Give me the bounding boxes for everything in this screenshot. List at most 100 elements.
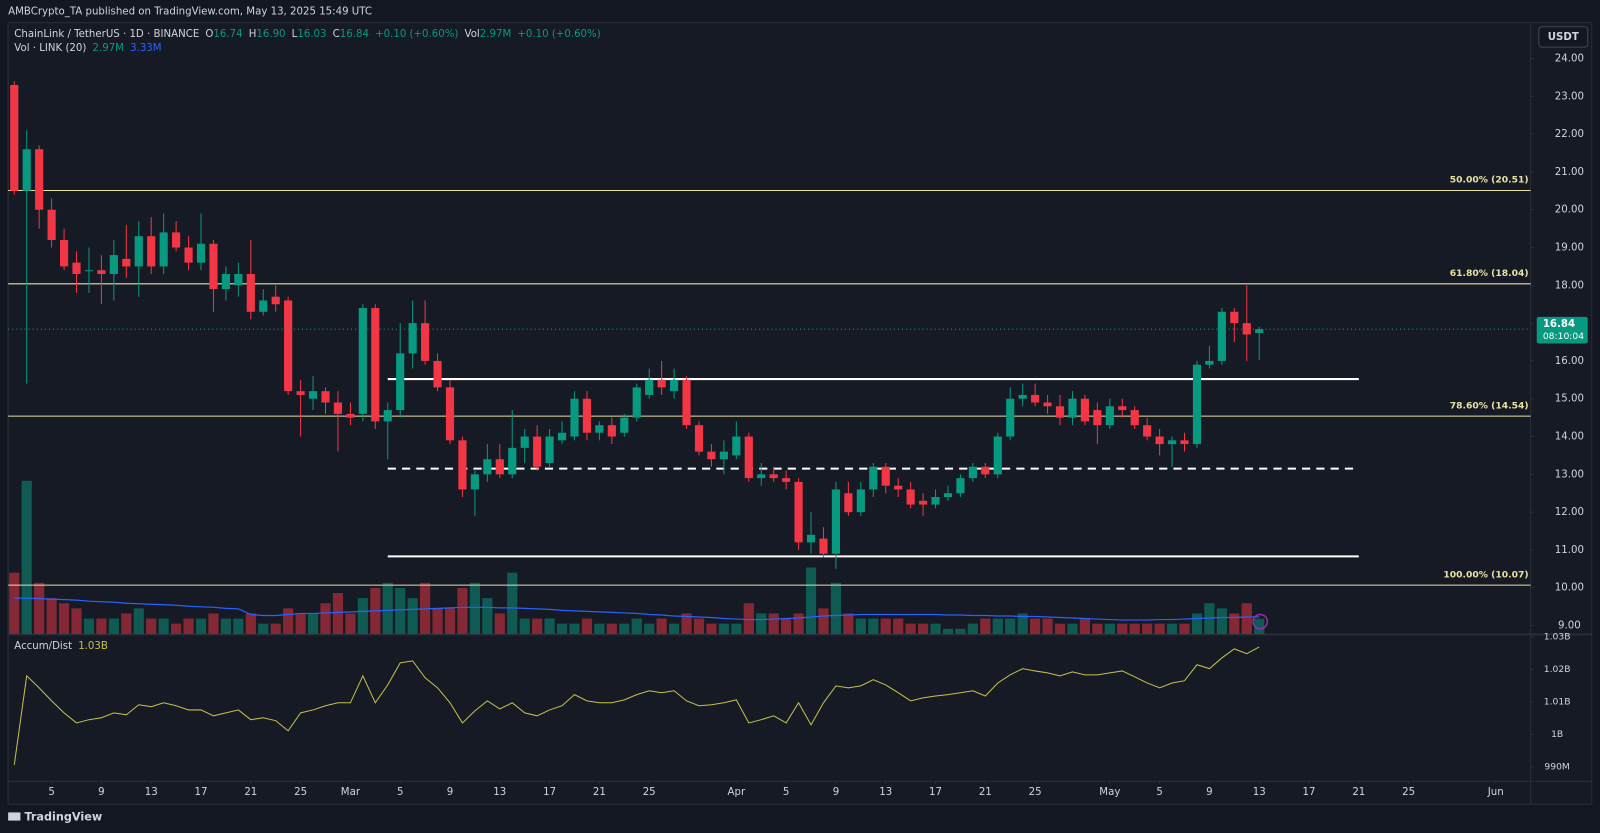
volume-bar — [332, 593, 344, 634]
volume-bar — [594, 623, 605, 634]
candle-body — [1093, 410, 1102, 426]
currency-label: USDT — [1548, 32, 1579, 43]
candle-body — [72, 262, 81, 274]
currency-button[interactable] — [1538, 26, 1589, 48]
ad-value: 1.03B — [78, 641, 108, 652]
legend-value: +0.10 (+0.60%) — [517, 29, 600, 40]
volume-bar — [1229, 613, 1240, 634]
x-tick-label: 13 — [879, 787, 892, 798]
candle-body — [943, 493, 953, 498]
y-tick-label: 1.02B — [1544, 664, 1571, 675]
candle-body — [445, 387, 455, 441]
x-tick-label: 9 — [833, 787, 839, 798]
candle-body — [981, 466, 990, 475]
candle-body — [196, 243, 206, 263]
candle-body — [1192, 364, 1202, 445]
volume-bar — [146, 618, 157, 634]
fib-label: 78.60% (14.54) — [1450, 400, 1529, 411]
candle-body — [1180, 440, 1189, 445]
x-tick-label: 9 — [447, 787, 453, 798]
volume-bar — [681, 613, 692, 634]
candle-body — [931, 497, 940, 505]
y-tick-label: 13.00 — [1555, 469, 1584, 480]
plot: 9.00 10.00 11.00 12.00 13.00 14.00 15.00 16.00 1… — [8, 54, 1588, 798]
candle-body — [918, 500, 928, 505]
y-tick-label: 19.00 — [1555, 243, 1584, 254]
candle-body — [109, 255, 118, 274]
candle-body — [308, 391, 318, 399]
volume-bar — [805, 567, 817, 634]
volume-bar — [781, 618, 792, 634]
brand-logo — [8, 812, 21, 821]
candle-body — [545, 436, 554, 463]
volume-bar — [58, 603, 70, 634]
volume-bar — [731, 623, 742, 634]
volume-bar — [581, 618, 593, 634]
volume-bar — [818, 608, 829, 634]
fib-label: 61.80% (18.04) — [1450, 268, 1529, 279]
x-tick-label: 5 — [783, 787, 789, 798]
y-tick-label: 10.00 — [1555, 583, 1584, 594]
x-tick-label: 17 — [929, 787, 942, 798]
candle-body — [271, 296, 280, 305]
candle-body — [358, 308, 367, 414]
candle-body — [408, 323, 417, 354]
volume-bar — [855, 618, 866, 634]
candle-body — [84, 270, 94, 272]
published-note: AMBCrypto_TA published on TradingView.co… — [8, 6, 372, 17]
volume-bar — [532, 618, 543, 634]
volume-bar — [893, 618, 904, 634]
volume-bar — [9, 572, 20, 634]
legend-value: +0.10 (+0.60%) — [375, 29, 458, 40]
candle-body — [184, 247, 193, 263]
volume-bar — [507, 572, 518, 634]
x-tick-label: 5 — [397, 787, 403, 798]
x-tick-label: 21 — [593, 787, 606, 798]
x-tick-label: 13 — [1253, 787, 1266, 798]
y-tick-label: 1B — [1551, 729, 1563, 740]
volume-bar — [407, 598, 418, 634]
candle-body — [495, 459, 504, 475]
candle-body — [483, 459, 492, 475]
volume-bar — [880, 618, 891, 634]
x-tick-label: 21 — [979, 787, 992, 798]
candle-body — [570, 398, 579, 437]
volume-bar — [245, 613, 256, 634]
volume-bar — [631, 618, 642, 634]
volume-bar — [1042, 618, 1053, 634]
volume-bar — [905, 623, 916, 634]
alert-icon — [1252, 613, 1269, 630]
candle-body — [844, 493, 853, 513]
candle-body — [421, 323, 430, 361]
candle-body — [620, 417, 629, 433]
volume-bar — [793, 613, 804, 634]
candle-body — [508, 447, 517, 475]
candle-body — [831, 489, 841, 554]
legend-key: L — [292, 29, 298, 40]
brand-name: TradingView — [24, 811, 102, 824]
volume-bar — [195, 618, 207, 634]
volume-bar — [1241, 603, 1252, 634]
price-tag-value: 16.84 — [1543, 319, 1575, 330]
volume-bar — [569, 623, 580, 634]
candle-body — [1105, 406, 1114, 426]
x-tick-label: 9 — [98, 787, 104, 798]
candle-body — [22, 149, 31, 191]
ad-line — [13, 646, 1260, 765]
candle-body — [383, 410, 392, 422]
x-tick-label: 25 — [643, 787, 656, 798]
candle-body — [968, 466, 977, 479]
volume-bar — [469, 582, 480, 634]
legend-value: 2.97M — [480, 29, 511, 40]
volume-bar — [71, 608, 82, 634]
candle-body — [371, 308, 380, 422]
volume-bar — [83, 618, 95, 634]
volume-bar — [544, 618, 555, 634]
legend-key: Vol — [465, 29, 480, 40]
candle-body — [520, 436, 529, 448]
candle-body — [59, 239, 69, 267]
y-tick-label: 16.00 — [1555, 356, 1584, 367]
y-tick-label: 15.00 — [1555, 394, 1584, 405]
candle-body — [732, 436, 741, 456]
